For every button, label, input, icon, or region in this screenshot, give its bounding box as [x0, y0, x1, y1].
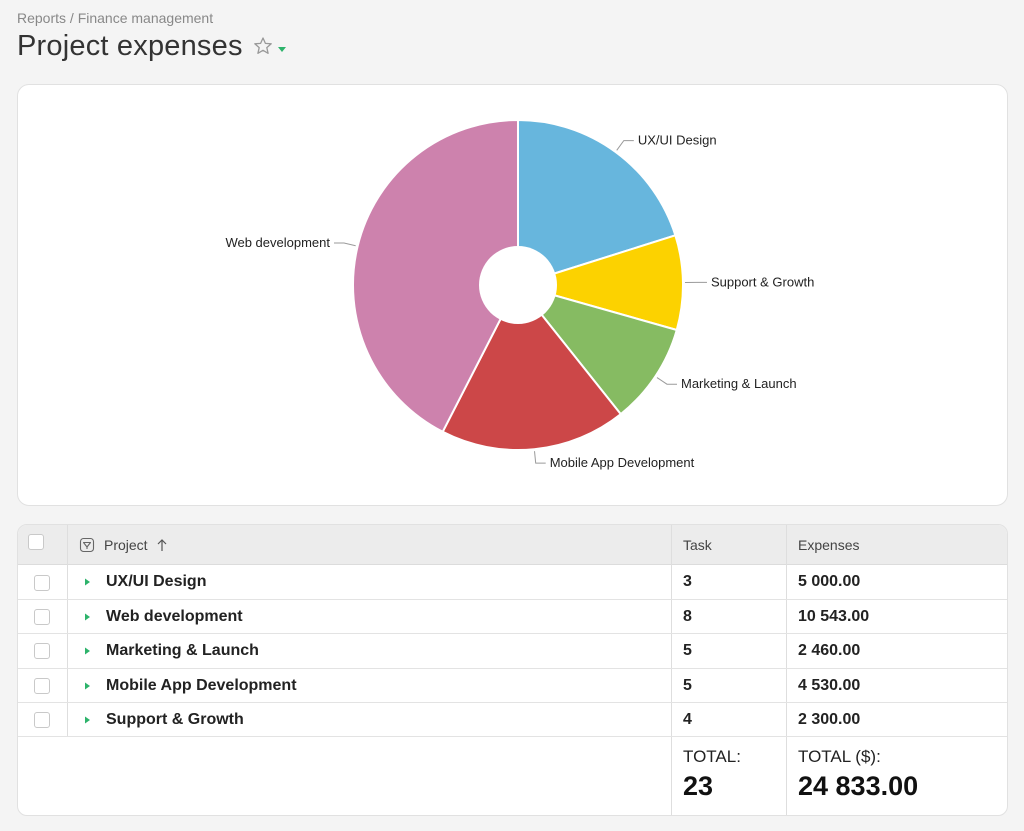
project-expenses-table: Project Task Expenses UX/UI Design 3 5 0… — [17, 524, 1008, 816]
row-project: Mobile App Development — [106, 677, 297, 694]
row-expenses: 5 000.00 — [798, 565, 860, 599]
pie-center-hole — [479, 246, 557, 324]
table-row[interactable]: Support & Growth — [84, 703, 244, 737]
pie-leader-line — [534, 451, 546, 464]
row-project: Support & Growth — [106, 711, 244, 728]
pie-leader-line — [334, 242, 356, 247]
row-task-value: 5 — [683, 642, 692, 659]
table-row[interactable]: Marketing & Launch — [84, 634, 259, 668]
row-task-value: 3 — [683, 573, 692, 590]
row-task-value: 8 — [683, 608, 692, 625]
pie-label-ux-ui-design: UX/UI Design — [638, 133, 717, 148]
task-total-value: 23 — [683, 771, 714, 801]
select-all-checkbox[interactable] — [28, 534, 44, 550]
row-checkbox-cell — [34, 677, 50, 695]
row-checkbox[interactable] — [34, 712, 50, 728]
row-divider — [18, 599, 1007, 600]
pie-slice-web-development[interactable] — [352, 118, 519, 434]
pie-chart: UX/UI Design Support & Growth Marketing & … — [225, 118, 814, 470]
row-expenses-value: 2 300.00 — [798, 711, 861, 728]
row-expenses-value: 4 530.00 — [798, 677, 861, 694]
expenses-header-label: Expenses — [798, 537, 860, 553]
row-expenses: 2 300.00 — [798, 703, 860, 737]
row-checkbox[interactable] — [34, 609, 50, 625]
table-row[interactable]: Web development — [84, 600, 243, 634]
pie-slice-mobile-app-development[interactable] — [441, 283, 623, 451]
row-task: 4 — [683, 703, 692, 737]
row-expenses: 4 530.00 — [798, 669, 860, 703]
row-checkbox-cell — [34, 711, 50, 729]
expenses-total-value: 24 833.00 — [798, 771, 919, 801]
project-column-header[interactable]: Project — [79, 525, 168, 565]
row-project: UX/UI Design — [106, 573, 207, 590]
pie-label-web-development: Web development — [225, 235, 330, 250]
triangle-right-icon[interactable] — [84, 716, 92, 724]
row-task: 5 — [683, 669, 692, 703]
triangle-right-icon[interactable] — [84, 647, 92, 655]
row-project: Web development — [106, 608, 243, 625]
task-column-header[interactable]: Task — [683, 525, 712, 565]
task-total-label: TOTAL: — [683, 747, 741, 766]
star-icon[interactable] — [253, 36, 273, 56]
pie-leader-line — [656, 377, 677, 385]
pie-label-marketing-launch: Marketing & Launch — [681, 376, 797, 391]
caret-down-icon[interactable] — [277, 41, 287, 52]
table-row[interactable]: Mobile App Development — [84, 669, 297, 703]
pie-label-mobile-app-development: Mobile App Development — [550, 455, 695, 470]
column-divider — [786, 525, 787, 815]
row-task-value: 5 — [683, 677, 692, 694]
row-expenses-value: 2 460.00 — [798, 642, 861, 659]
triangle-right-icon[interactable] — [84, 682, 92, 690]
expenses-column-header[interactable]: Expenses — [798, 525, 859, 565]
pie-label-support-growth: Support & Growth — [711, 274, 814, 289]
pie-leader-line — [616, 140, 634, 151]
column-divider — [67, 525, 68, 737]
expenses-total: TOTAL ($): 24 833.00 — [798, 747, 918, 802]
row-checkbox[interactable] — [34, 575, 50, 591]
row-checkbox[interactable] — [34, 678, 50, 694]
row-checkbox-cell — [34, 608, 50, 626]
row-divider — [18, 633, 1007, 634]
filter-icon[interactable] — [79, 537, 95, 553]
title-row: Project expenses — [17, 28, 287, 64]
table-row[interactable]: UX/UI Design — [84, 565, 206, 599]
row-expenses-value: 5 000.00 — [798, 573, 861, 590]
row-task: 3 — [683, 565, 692, 599]
row-expenses: 2 460.00 — [798, 634, 860, 668]
row-task-value: 4 — [683, 711, 692, 728]
select-all-cell — [28, 533, 44, 551]
row-task: 5 — [683, 634, 692, 668]
row-project: Marketing & Launch — [106, 642, 259, 659]
row-checkbox-cell — [34, 574, 50, 592]
expenses-total-label: TOTAL ($): — [798, 747, 881, 766]
task-total: TOTAL: 23 — [683, 747, 741, 802]
pie-slice-ux-ui-design[interactable] — [517, 118, 677, 287]
row-divider — [18, 702, 1007, 703]
task-header-label: Task — [683, 537, 712, 553]
arrow-up-icon[interactable] — [156, 538, 168, 552]
row-checkbox-cell — [34, 642, 50, 660]
row-expenses: 10 543.00 — [798, 600, 869, 634]
row-divider — [18, 668, 1007, 669]
column-divider — [671, 525, 672, 815]
pie-chart-card: UX/UI Design Support & Growth Marketing & … — [17, 84, 1008, 506]
project-header-label: Project — [104, 537, 148, 553]
pie-slice-marketing-launch[interactable] — [515, 283, 678, 416]
row-checkbox[interactable] — [34, 643, 50, 659]
row-task: 8 — [683, 600, 692, 634]
pie-slice-support-growth[interactable] — [514, 234, 684, 332]
triangle-right-icon[interactable] — [84, 613, 92, 621]
row-divider — [18, 736, 1007, 737]
breadcrumb[interactable]: Reports / Finance management — [17, 10, 214, 26]
row-expenses-value: 10 543.00 — [798, 608, 870, 625]
page-title: Project expenses — [17, 29, 243, 62]
triangle-right-icon[interactable] — [84, 578, 92, 586]
table-header — [18, 525, 1007, 565]
